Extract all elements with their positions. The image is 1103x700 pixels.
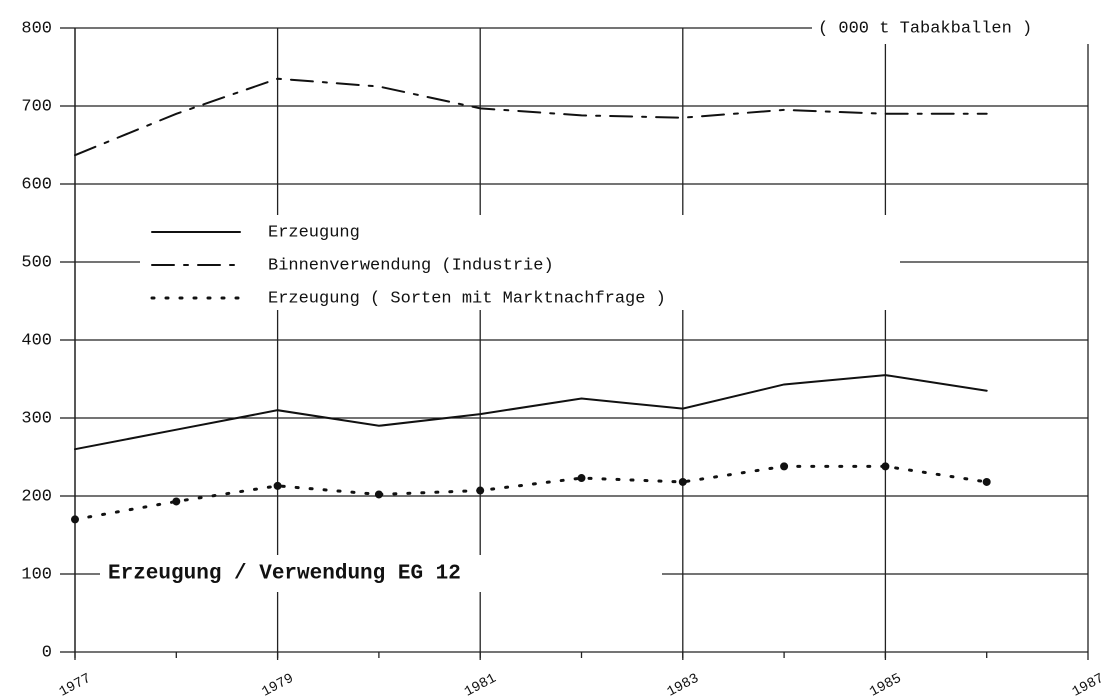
point	[780, 462, 789, 471]
y-tick-label: 100	[21, 565, 52, 584]
unit-label: ( 000 t Tabakballen )	[818, 19, 1032, 38]
x-tick-label: 1977	[57, 671, 94, 700]
series-line	[74, 77, 988, 157]
point	[577, 474, 586, 483]
unit-box	[812, 12, 1103, 44]
x-tick-label: 1983	[665, 671, 702, 700]
point	[678, 477, 687, 486]
y-tick-label: 300	[21, 409, 52, 428]
marks	[71, 77, 991, 524]
legend-label: Binnenverwendung (Industrie)	[268, 256, 554, 275]
y-tick-label: 800	[21, 19, 52, 38]
y-tick-label: 0	[42, 643, 52, 662]
legend-label: Erzeugung	[268, 223, 360, 242]
y-tick-label: 600	[21, 175, 52, 194]
point	[476, 486, 485, 495]
point	[71, 515, 79, 524]
label-boxes	[100, 12, 1103, 592]
y-tick-label: 400	[21, 331, 52, 350]
x-tick-label: 1979	[259, 671, 296, 700]
point	[374, 490, 383, 499]
point	[172, 497, 181, 506]
title-box	[100, 555, 662, 592]
x-tick-label: 1985	[867, 671, 904, 700]
y-tick-label: 200	[21, 487, 52, 506]
legend-box	[140, 215, 900, 310]
x-tick-label: 1981	[462, 671, 499, 700]
point	[881, 462, 890, 471]
point	[982, 477, 991, 486]
point	[273, 481, 282, 490]
legend-label: Erzeugung ( Sorten mit Marktnachfrage )	[268, 289, 666, 308]
series-line	[74, 374, 988, 451]
series-line	[73, 464, 989, 521]
y-tick-label: 700	[21, 97, 52, 116]
chart-title: Erzeugung / Verwendung EG 12	[108, 563, 461, 586]
y-tick-label: 500	[21, 253, 52, 272]
x-tick-label: 1987	[1070, 671, 1103, 700]
